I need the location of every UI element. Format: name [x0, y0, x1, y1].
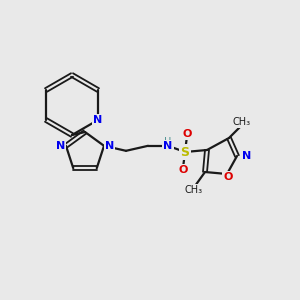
Text: N: N: [56, 141, 65, 151]
Text: N: N: [164, 141, 172, 151]
Text: O: O: [223, 172, 233, 182]
Text: S: S: [181, 146, 190, 158]
Text: CH₃: CH₃: [233, 117, 251, 127]
Text: N: N: [93, 115, 103, 125]
Text: O: O: [178, 165, 188, 175]
Text: O: O: [182, 129, 192, 139]
Text: CH₃: CH₃: [185, 185, 203, 195]
Text: N: N: [242, 151, 251, 161]
Text: N: N: [105, 141, 114, 151]
Text: H: H: [164, 137, 172, 147]
